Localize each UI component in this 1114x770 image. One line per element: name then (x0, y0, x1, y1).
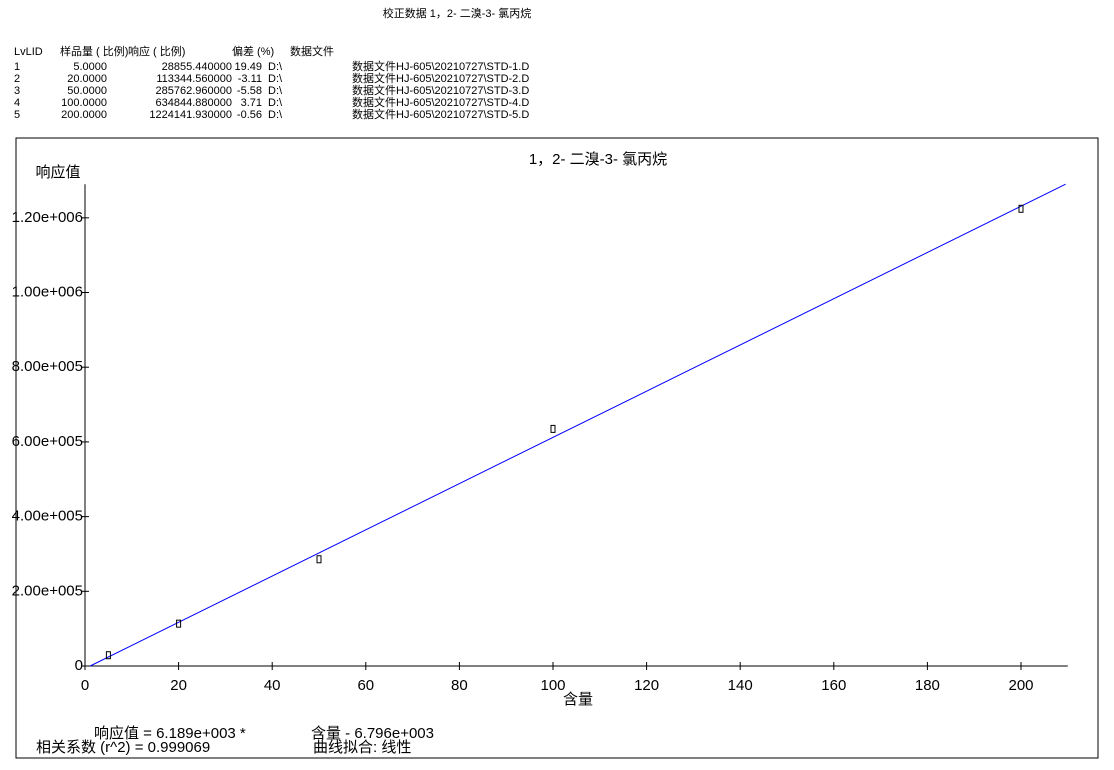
table-cell: D:\ (268, 85, 283, 97)
y-axis-label: 响应值 (35, 163, 80, 181)
y-tick-label: 8.00e+005 (12, 358, 83, 375)
x-axis-label: 含量 (563, 691, 593, 708)
x-tick-label: 180 (915, 677, 940, 694)
table-cell: 285762.960000 (156, 85, 232, 97)
table-cell: 数据文件HJ-605\20210727\STD-4.D (352, 95, 529, 109)
y-tick-label: 0 (75, 657, 83, 674)
table-header: 偏差 (%) (232, 44, 274, 58)
table-cell: 634844.880000 (156, 97, 232, 109)
table-cell: 1 (14, 61, 20, 73)
table-cell: 2 (14, 73, 20, 85)
chart-title: 1，2- 二溴-3- 氯丙烷 (529, 151, 667, 168)
table-cell: -3.11 (238, 73, 262, 85)
x-tick-label: 60 (357, 677, 374, 694)
table-header: 响应 ( 比例) (128, 44, 185, 58)
x-tick-label: 140 (728, 677, 753, 694)
data-point (176, 619, 182, 628)
table-cell: D:\ (268, 109, 283, 121)
y-tick-label: 2.00e+005 (12, 582, 83, 599)
table-header: LvLID (14, 46, 43, 58)
table-header: 数据文件 (290, 44, 334, 58)
y-tick-label: 6.00e+005 (12, 433, 83, 450)
table-cell: 数据文件HJ-605\20210727\STD-2.D (352, 71, 529, 85)
table-cell: 100.0000 (61, 97, 107, 109)
report-title: 校正数据 1，2- 二溴-3- 氯丙烷 (383, 6, 532, 20)
table-cell: D:\ (268, 97, 283, 109)
table-cell: 3 (14, 85, 20, 97)
table-cell: 19.49 (234, 61, 262, 73)
x-tick-label: 20 (170, 677, 187, 694)
equation: 响应值 = 6.189e+003 * (94, 724, 246, 742)
equation: 含量 - 6.796e+003 (311, 725, 434, 742)
table-cell: -0.56 (237, 109, 262, 121)
y-tick-label: 4.00e+005 (12, 508, 83, 525)
table-cell: 1224141.930000 (149, 109, 232, 121)
y-tick-label: 1.00e+006 (12, 283, 83, 300)
table-cell: 20.0000 (67, 73, 107, 85)
y-tick-label: 1.20e+006 (12, 209, 83, 226)
table-cell: 数据文件HJ-605\20210727\STD-3.D (352, 83, 529, 97)
table-cell: 50.0000 (67, 85, 107, 97)
table-cell: 数据文件HJ-605\20210727\STD-1.D (352, 59, 529, 73)
table-cell: -5.58 (237, 85, 262, 97)
x-tick-label: 80 (451, 677, 468, 694)
chart-frame (15, 137, 1099, 759)
table-cell: 数据文件HJ-605\20210727\STD-5.D (352, 107, 529, 121)
table-cell: 3.71 (241, 97, 262, 109)
table-cell: 200.0000 (61, 109, 107, 121)
fit-text: 曲线拟合: 线性 (313, 739, 411, 756)
x-tick-label: 100 (540, 677, 565, 694)
table-cell: D:\ (268, 73, 283, 85)
table-cell: 5.0000 (73, 61, 107, 73)
data-point (1018, 204, 1024, 213)
r2-text: 相关系数 (r^2) = 0.999069 (36, 739, 210, 756)
table-cell: 4 (14, 97, 20, 109)
table-cell: 28855.440000 (162, 61, 232, 73)
x-tick-label: 120 (634, 677, 659, 694)
table-cell: 5 (14, 109, 20, 121)
data-point (550, 424, 556, 433)
x-tick-label: 0 (81, 677, 89, 694)
x-tick-label: 160 (821, 677, 846, 694)
table-cell: D:\ (268, 61, 283, 73)
table-cell: 113344.560000 (156, 73, 232, 85)
x-tick-label: 40 (264, 677, 281, 694)
x-tick-label: 200 (1008, 677, 1033, 694)
fit-line (89, 183, 1066, 667)
data-point (316, 555, 322, 564)
data-point (105, 651, 111, 660)
table-header: 样品量 ( 比例) (60, 44, 128, 58)
